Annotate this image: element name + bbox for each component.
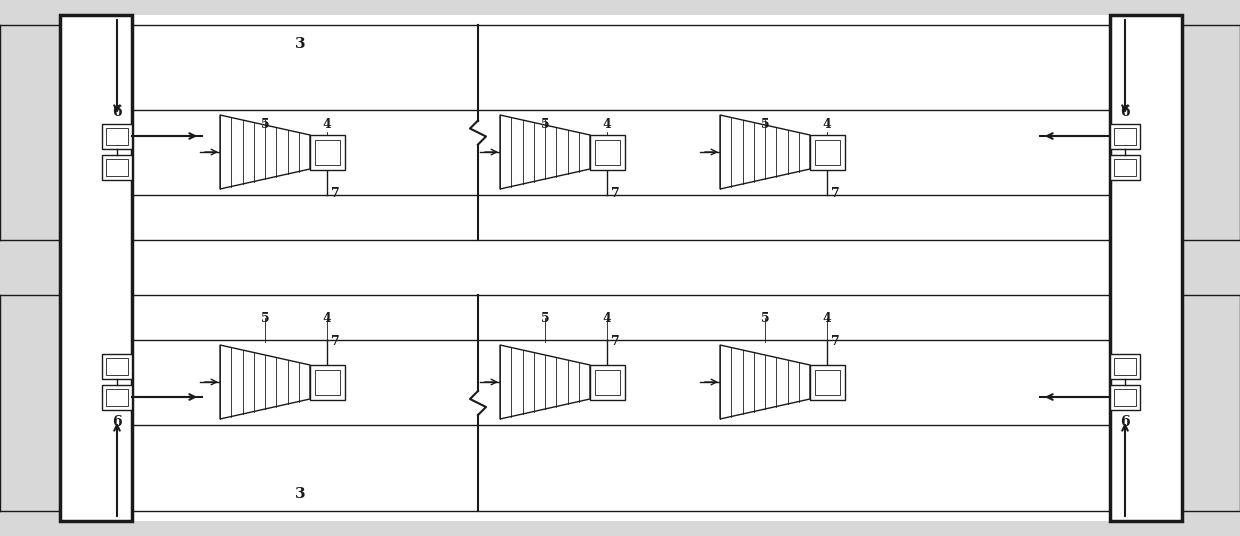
Bar	[310, 365, 345, 400]
Bar	[102, 124, 131, 149]
Bar	[1110, 15, 1182, 521]
Bar	[1114, 159, 1136, 176]
Text: 7: 7	[610, 335, 619, 348]
Bar	[131, 15, 1110, 521]
Bar	[1114, 358, 1136, 375]
Bar	[590, 365, 625, 400]
Bar	[595, 140, 620, 165]
Bar	[105, 358, 128, 375]
Text: 4: 4	[322, 312, 331, 325]
Bar	[105, 159, 128, 176]
Text: 5: 5	[760, 118, 769, 131]
Polygon shape	[500, 115, 590, 189]
Text: 4: 4	[322, 118, 331, 131]
Text: 6: 6	[112, 105, 122, 119]
Text: 5: 5	[260, 118, 269, 131]
Bar	[105, 128, 128, 145]
Text: 7: 7	[831, 335, 839, 348]
Text: 4: 4	[822, 312, 831, 325]
Bar	[102, 385, 131, 410]
Text: 4: 4	[603, 312, 611, 325]
Bar	[1114, 389, 1136, 406]
Text: 7: 7	[331, 335, 340, 348]
Bar	[815, 140, 839, 165]
Bar	[1110, 155, 1140, 180]
Bar	[105, 389, 128, 406]
Bar	[1114, 128, 1136, 145]
Bar	[595, 370, 620, 395]
Bar	[810, 135, 844, 170]
Polygon shape	[720, 345, 810, 419]
Text: 4: 4	[603, 118, 611, 131]
Polygon shape	[219, 115, 310, 189]
Bar	[1110, 354, 1140, 379]
Text: 5: 5	[541, 118, 549, 131]
Text: 7: 7	[831, 187, 839, 200]
Bar	[310, 135, 345, 170]
Text: 3: 3	[295, 37, 305, 51]
Polygon shape	[720, 115, 810, 189]
Bar	[102, 354, 131, 379]
Text: 7: 7	[610, 187, 619, 200]
Polygon shape	[219, 345, 310, 419]
Bar	[102, 155, 131, 180]
Text: 4: 4	[822, 118, 831, 131]
Text: 7: 7	[331, 187, 340, 200]
Bar	[815, 370, 839, 395]
Bar	[60, 15, 131, 521]
Polygon shape	[500, 345, 590, 419]
Text: 5: 5	[760, 312, 769, 325]
Bar	[810, 365, 844, 400]
Bar	[1110, 124, 1140, 149]
Bar	[315, 370, 340, 395]
Bar	[590, 135, 625, 170]
Text: 6: 6	[1120, 415, 1130, 429]
Text: 5: 5	[260, 312, 269, 325]
Text: 6: 6	[112, 415, 122, 429]
Text: 5: 5	[541, 312, 549, 325]
Text: 3: 3	[295, 487, 305, 501]
Bar	[1110, 385, 1140, 410]
Bar	[315, 140, 340, 165]
Text: 6: 6	[1120, 105, 1130, 119]
